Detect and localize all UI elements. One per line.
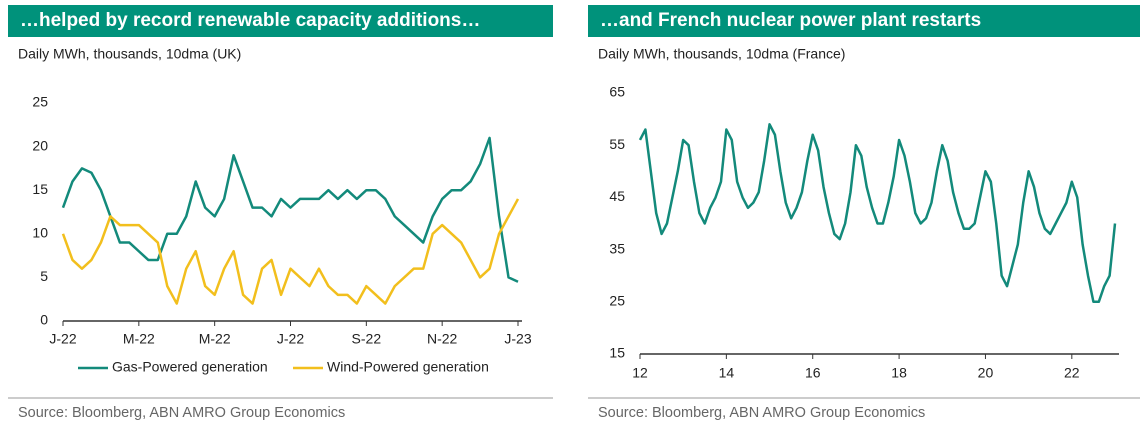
x-tick-label: 18 bbox=[891, 365, 907, 381]
y-tick-label: 65 bbox=[609, 84, 625, 100]
x-tick-label: S-22 bbox=[352, 331, 382, 347]
x-tick-label: 16 bbox=[805, 365, 821, 381]
header-bar bbox=[8, 5, 553, 37]
subtitle: Daily MWh, thousands, 10dma (UK) bbox=[18, 46, 241, 62]
x-tick-label: J-22 bbox=[49, 331, 76, 347]
source: Source: Bloomberg, ABN AMRO Group Econom… bbox=[18, 405, 345, 421]
y-tick-label: 25 bbox=[609, 293, 625, 309]
legend-label: Gas-Powered generation bbox=[112, 359, 268, 375]
y-tick-label: 25 bbox=[32, 94, 48, 110]
y-tick-label: 5 bbox=[40, 268, 48, 284]
subtitle: Daily MWh, thousands, 10dma (France) bbox=[598, 46, 845, 62]
x-tick-label: N-22 bbox=[427, 331, 458, 347]
legend-label: Wind-Powered generation bbox=[327, 359, 489, 375]
y-tick-label: 35 bbox=[609, 240, 625, 256]
x-tick-label: 20 bbox=[978, 365, 994, 381]
x-tick-label: J-22 bbox=[277, 331, 304, 347]
source: Source: Bloomberg, ABN AMRO Group Econom… bbox=[598, 405, 925, 421]
chart-title: …helped by record renewable capacity add… bbox=[20, 10, 480, 31]
y-tick-label: 20 bbox=[32, 137, 48, 153]
x-tick-label: M-22 bbox=[199, 331, 231, 347]
y-tick-label: 0 bbox=[40, 312, 48, 328]
x-tick-label: J-23 bbox=[504, 331, 531, 347]
y-tick-label: 45 bbox=[609, 188, 625, 204]
y-tick-label: 55 bbox=[609, 136, 625, 152]
y-tick-label: 15 bbox=[609, 345, 625, 361]
y-tick-label: 15 bbox=[32, 181, 48, 197]
data-line bbox=[61, 198, 520, 305]
header-bar bbox=[588, 5, 1140, 37]
data-line bbox=[638, 123, 1117, 304]
x-tick-label: 22 bbox=[1064, 365, 1080, 381]
data-line bbox=[61, 136, 519, 283]
x-tick-label: 12 bbox=[632, 365, 648, 381]
y-tick-label: 10 bbox=[32, 225, 48, 241]
x-tick-label: 14 bbox=[719, 365, 735, 381]
chart-title: …and French nuclear power plant restarts bbox=[600, 10, 981, 31]
x-tick-label: M-22 bbox=[123, 331, 155, 347]
